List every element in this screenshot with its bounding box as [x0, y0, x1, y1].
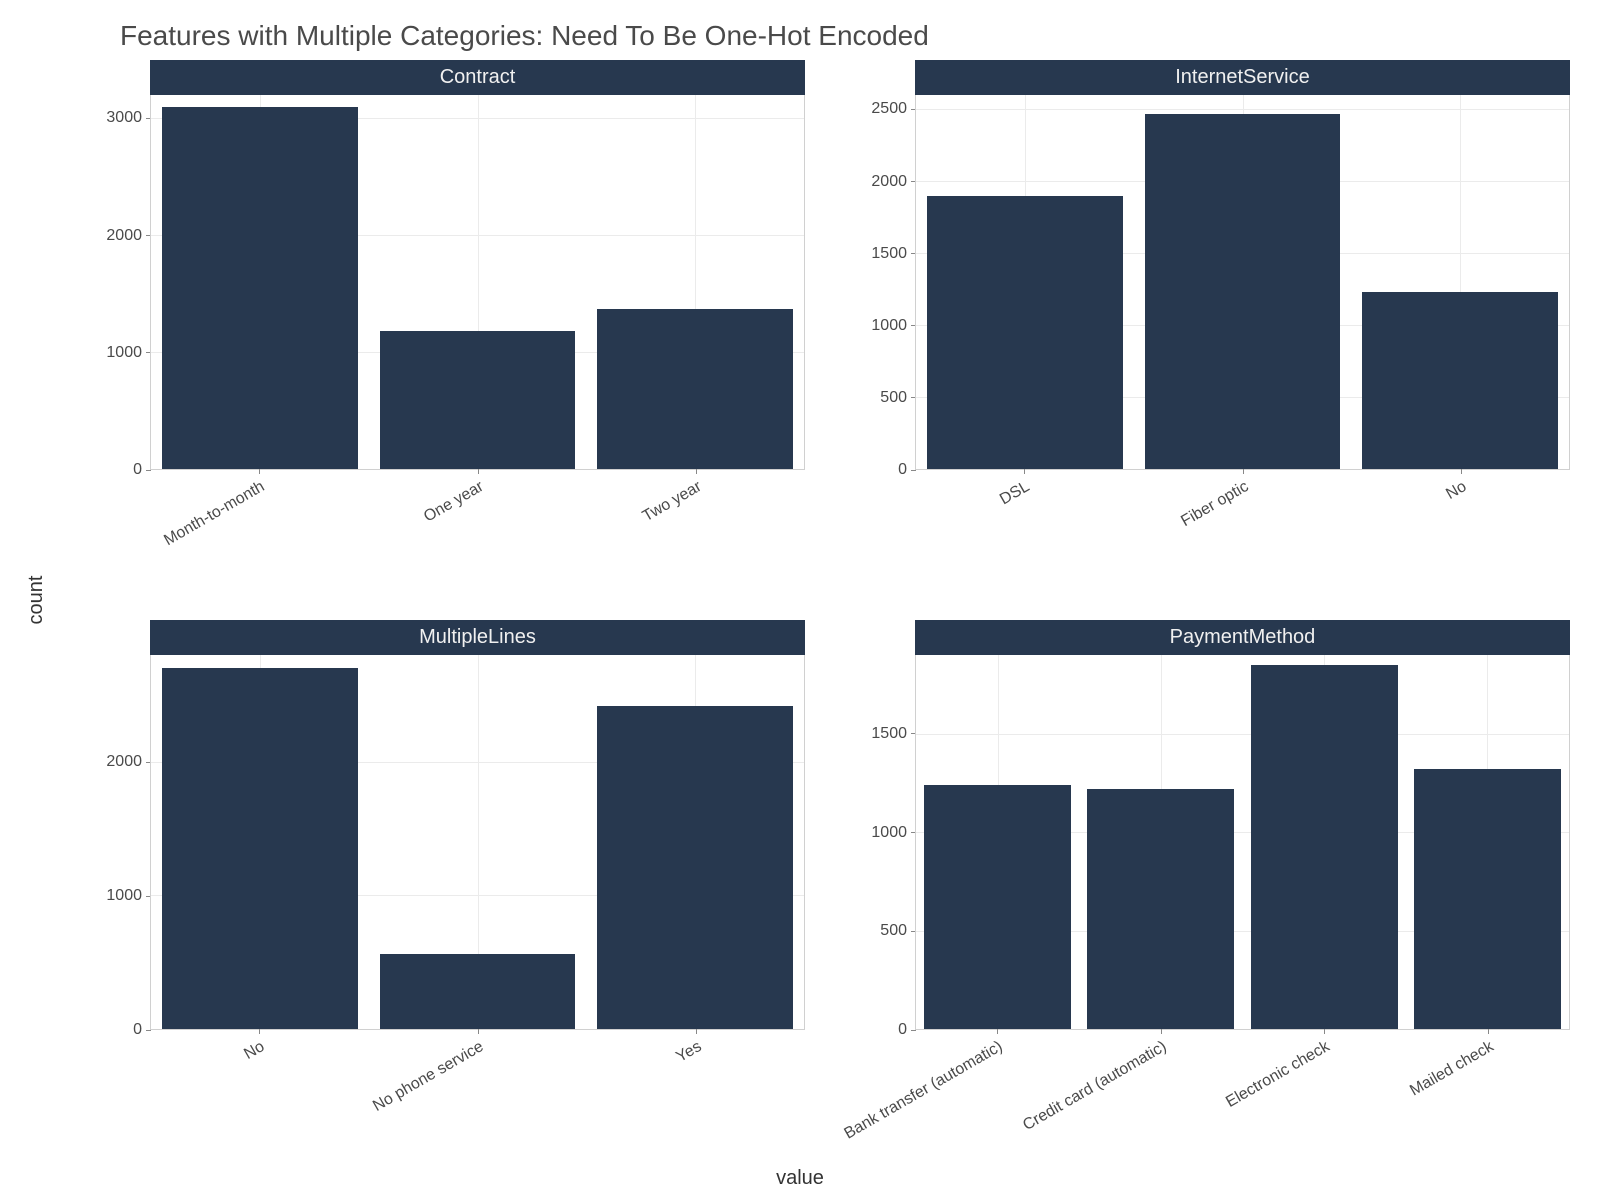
figure: Features with Multiple Categories: Need …	[0, 0, 1600, 1200]
x-ticks: Bank transfer (automatic)Credit card (au…	[915, 1030, 1570, 1140]
plot-row: 0100020003000	[90, 95, 805, 470]
y-tick-label: 2500	[871, 100, 907, 118]
strip-label: PaymentMethod	[915, 620, 1570, 655]
plot-row: 05001000150020002500	[855, 95, 1570, 470]
y-ticks: 010002000	[90, 655, 150, 1030]
x-tick-label: No	[241, 1038, 268, 1064]
y-tick-label: 2000	[106, 753, 142, 771]
bar	[380, 331, 576, 469]
x-tick-label: DSL	[997, 478, 1033, 509]
facet-panel: MultipleLines 0 1000 2000 No No phone service…	[90, 620, 805, 1140]
bar	[162, 107, 358, 469]
x-tick-mark	[478, 469, 479, 474]
bars	[916, 655, 1569, 1029]
bars	[151, 655, 804, 1029]
bar	[162, 668, 358, 1029]
y-tick-label: 3000	[106, 109, 142, 127]
chart-title: Features with Multiple Categories: Need …	[120, 20, 1570, 52]
plot-area	[915, 95, 1570, 470]
x-ticks: Month-to-month One year Two year	[150, 470, 805, 580]
bars	[151, 95, 804, 469]
bar	[380, 954, 576, 1029]
bar	[1414, 769, 1561, 1029]
facet-panel: InternetService 0 500 1000 1500 2000 2500 DSL Fi…	[855, 60, 1570, 580]
facet-panel: PaymentMethod 0 500 1000 1500 Bank transfer (…	[855, 620, 1570, 1140]
facet-panel: Contract 0 1000 2000 3000 Month-to-month One y…	[90, 60, 805, 580]
y-tick-label: 500	[880, 922, 907, 940]
bar	[1251, 665, 1398, 1029]
bar	[1087, 789, 1234, 1029]
x-tick-mark	[1161, 1029, 1162, 1034]
y-tick-label: 1000	[106, 887, 142, 905]
x-tick-mark	[1324, 1029, 1325, 1034]
x-tick-mark	[478, 1029, 479, 1034]
x-tick-mark	[1243, 469, 1244, 474]
y-tick-label: 1500	[871, 245, 907, 263]
x-tick-mark	[1024, 469, 1025, 474]
x-ticks: No No phone service Yes	[150, 1030, 805, 1140]
bars	[916, 95, 1569, 469]
y-tick-label: 1500	[871, 725, 907, 743]
x-tick-label: No phone service	[370, 1038, 487, 1116]
x-tick-label: Yes	[673, 1038, 705, 1067]
y-ticks: 0100020003000	[90, 95, 150, 470]
y-tick-label: 1000	[871, 824, 907, 842]
plot-row: 010002000	[90, 655, 805, 1030]
bar	[927, 196, 1123, 469]
y-tick-label: 0	[133, 1021, 142, 1039]
x-tick-label: Two year	[640, 478, 705, 526]
y-tick-label: 1000	[106, 344, 142, 362]
x-axis-label: value	[776, 1167, 824, 1190]
x-tick-label: Mailed check	[1407, 1038, 1497, 1100]
x-tick-label: No	[1443, 478, 1470, 504]
y-tick-label: 500	[880, 389, 907, 407]
x-tick-label: Electronic check	[1223, 1038, 1333, 1112]
x-tick-mark	[1488, 1029, 1489, 1034]
strip-label: InternetService	[915, 60, 1570, 95]
y-axis-label: count	[25, 576, 48, 625]
y-tick-label: 1000	[871, 317, 907, 335]
bar	[924, 785, 1071, 1029]
facet-grid: Contract 0 1000 2000 3000 Month-to-month One y…	[90, 60, 1570, 1140]
bar	[1145, 114, 1341, 469]
plot-area	[150, 655, 805, 1030]
bar	[1362, 292, 1558, 469]
plot-area	[150, 95, 805, 470]
x-tick-mark	[997, 1029, 998, 1034]
plot-row: 050010001500	[855, 655, 1570, 1030]
x-tick-mark	[259, 1029, 260, 1034]
y-tick-label: 2000	[106, 227, 142, 245]
y-ticks: 050010001500	[855, 655, 915, 1030]
x-tick-label: Credit card (automatic)	[1020, 1038, 1170, 1135]
x-tick-mark	[696, 1029, 697, 1034]
y-tick-label: 0	[898, 1021, 907, 1039]
x-tick-label: One year	[421, 478, 487, 526]
strip-label: MultipleLines	[150, 620, 805, 655]
x-tick-mark	[1461, 469, 1462, 474]
y-ticks: 05001000150020002500	[855, 95, 915, 470]
x-tick-label: Bank transfer (automatic)	[841, 1038, 1006, 1143]
x-ticks: DSL Fiber optic No	[915, 470, 1570, 580]
y-tick-label: 2000	[871, 173, 907, 191]
plot-area	[915, 655, 1570, 1030]
strip-label: Contract	[150, 60, 805, 95]
x-tick-label: Month-to-month	[161, 478, 268, 550]
x-tick-mark	[259, 469, 260, 474]
y-tick-label: 0	[898, 461, 907, 479]
y-tick-label: 0	[133, 461, 142, 479]
x-tick-mark	[696, 469, 697, 474]
bar	[597, 706, 793, 1029]
x-tick-label: Fiber optic	[1178, 478, 1252, 531]
bar	[597, 309, 793, 469]
